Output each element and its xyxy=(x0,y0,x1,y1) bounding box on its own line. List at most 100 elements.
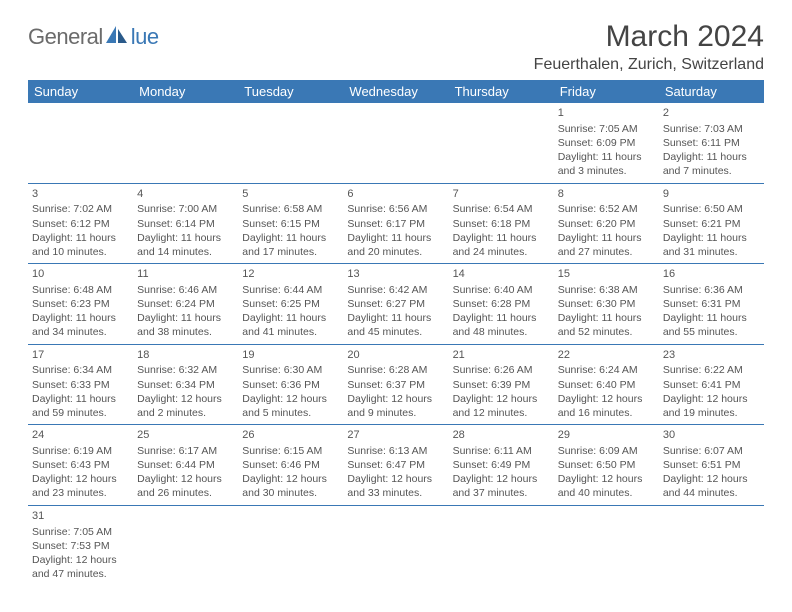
header: General lue March 2024 Feuerthalen, Zuri… xyxy=(28,20,764,74)
calendar-day-cell: 9Sunrise: 6:50 AMSunset: 6:21 PMDaylight… xyxy=(659,183,764,264)
daylight-text: Daylight: 11 hours and 34 minutes. xyxy=(32,311,129,339)
calendar-day-cell: 3Sunrise: 7:02 AMSunset: 6:12 PMDaylight… xyxy=(28,183,133,264)
day-number: 26 xyxy=(242,428,339,443)
daylight-text: Daylight: 11 hours and 38 minutes. xyxy=(137,311,234,339)
daylight-text: Daylight: 11 hours and 3 minutes. xyxy=(558,150,655,178)
daylight-text: Daylight: 12 hours and 40 minutes. xyxy=(558,472,655,500)
sunset-text: Sunset: 6:43 PM xyxy=(32,458,129,472)
month-title: March 2024 xyxy=(534,20,764,54)
sunset-text: Sunset: 6:20 PM xyxy=(558,217,655,231)
day-number: 10 xyxy=(32,267,129,282)
daylight-text: Daylight: 12 hours and 47 minutes. xyxy=(32,553,129,581)
day-number: 16 xyxy=(663,267,760,282)
calendar-day-cell xyxy=(449,505,554,585)
sunrise-text: Sunrise: 6:52 AM xyxy=(558,202,655,216)
day-number: 29 xyxy=(558,428,655,443)
calendar-day-cell: 18Sunrise: 6:32 AMSunset: 6:34 PMDayligh… xyxy=(133,344,238,425)
day-number: 25 xyxy=(137,428,234,443)
day-number: 6 xyxy=(347,187,444,202)
sunrise-text: Sunrise: 6:56 AM xyxy=(347,202,444,216)
daylight-text: Daylight: 11 hours and 45 minutes. xyxy=(347,311,444,339)
day-number: 8 xyxy=(558,187,655,202)
sunset-text: Sunset: 6:14 PM xyxy=(137,217,234,231)
sunrise-text: Sunrise: 6:54 AM xyxy=(453,202,550,216)
day-number: 27 xyxy=(347,428,444,443)
daylight-text: Daylight: 12 hours and 23 minutes. xyxy=(32,472,129,500)
sunset-text: Sunset: 6:33 PM xyxy=(32,378,129,392)
calendar-day-cell: 10Sunrise: 6:48 AMSunset: 6:23 PMDayligh… xyxy=(28,264,133,345)
calendar-day-cell: 1Sunrise: 7:05 AMSunset: 6:09 PMDaylight… xyxy=(554,103,659,183)
sunset-text: Sunset: 6:12 PM xyxy=(32,217,129,231)
daylight-text: Daylight: 11 hours and 31 minutes. xyxy=(663,231,760,259)
sunrise-text: Sunrise: 6:13 AM xyxy=(347,444,444,458)
sunset-text: Sunset: 6:27 PM xyxy=(347,297,444,311)
calendar-day-cell: 11Sunrise: 6:46 AMSunset: 6:24 PMDayligh… xyxy=(133,264,238,345)
calendar-day-cell: 31Sunrise: 7:05 AMSunset: 7:53 PMDayligh… xyxy=(28,505,133,585)
sunset-text: Sunset: 6:50 PM xyxy=(558,458,655,472)
calendar-day-cell xyxy=(449,103,554,183)
sunrise-text: Sunrise: 6:44 AM xyxy=(242,283,339,297)
sunrise-text: Sunrise: 6:26 AM xyxy=(453,363,550,377)
logo-text-blue: lue xyxy=(131,24,159,50)
sunset-text: Sunset: 7:53 PM xyxy=(32,539,129,553)
day-number: 9 xyxy=(663,187,760,202)
daylight-text: Daylight: 12 hours and 5 minutes. xyxy=(242,392,339,420)
sunset-text: Sunset: 6:37 PM xyxy=(347,378,444,392)
sunset-text: Sunset: 6:21 PM xyxy=(663,217,760,231)
day-number: 19 xyxy=(242,348,339,363)
sunrise-text: Sunrise: 6:19 AM xyxy=(32,444,129,458)
day-number: 22 xyxy=(558,348,655,363)
sunset-text: Sunset: 6:40 PM xyxy=(558,378,655,392)
daylight-text: Daylight: 12 hours and 12 minutes. xyxy=(453,392,550,420)
weekday-header: Wednesday xyxy=(343,80,448,103)
calendar-day-cell xyxy=(343,103,448,183)
sunset-text: Sunset: 6:31 PM xyxy=(663,297,760,311)
sunrise-text: Sunrise: 6:42 AM xyxy=(347,283,444,297)
sunrise-text: Sunrise: 7:05 AM xyxy=(32,525,129,539)
sunset-text: Sunset: 6:28 PM xyxy=(453,297,550,311)
day-number: 7 xyxy=(453,187,550,202)
day-number: 2 xyxy=(663,106,760,121)
daylight-text: Daylight: 12 hours and 2 minutes. xyxy=(137,392,234,420)
calendar-day-cell: 15Sunrise: 6:38 AMSunset: 6:30 PMDayligh… xyxy=(554,264,659,345)
sunrise-text: Sunrise: 6:24 AM xyxy=(558,363,655,377)
calendar-day-cell: 29Sunrise: 6:09 AMSunset: 6:50 PMDayligh… xyxy=(554,425,659,506)
weekday-header-row: Sunday Monday Tuesday Wednesday Thursday… xyxy=(28,80,764,103)
calendar-day-cell: 2Sunrise: 7:03 AMSunset: 6:11 PMDaylight… xyxy=(659,103,764,183)
calendar-week-row: 10Sunrise: 6:48 AMSunset: 6:23 PMDayligh… xyxy=(28,264,764,345)
calendar-day-cell xyxy=(238,103,343,183)
daylight-text: Daylight: 11 hours and 52 minutes. xyxy=(558,311,655,339)
calendar-day-cell: 16Sunrise: 6:36 AMSunset: 6:31 PMDayligh… xyxy=(659,264,764,345)
day-number: 13 xyxy=(347,267,444,282)
daylight-text: Daylight: 12 hours and 9 minutes. xyxy=(347,392,444,420)
calendar-day-cell xyxy=(659,505,764,585)
day-number: 14 xyxy=(453,267,550,282)
calendar-day-cell: 8Sunrise: 6:52 AMSunset: 6:20 PMDaylight… xyxy=(554,183,659,264)
calendar-day-cell: 14Sunrise: 6:40 AMSunset: 6:28 PMDayligh… xyxy=(449,264,554,345)
calendar-day-cell xyxy=(343,505,448,585)
sunrise-text: Sunrise: 6:34 AM xyxy=(32,363,129,377)
calendar-day-cell: 30Sunrise: 6:07 AMSunset: 6:51 PMDayligh… xyxy=(659,425,764,506)
daylight-text: Daylight: 11 hours and 48 minutes. xyxy=(453,311,550,339)
day-number: 21 xyxy=(453,348,550,363)
sunrise-text: Sunrise: 6:32 AM xyxy=(137,363,234,377)
calendar-day-cell xyxy=(133,103,238,183)
calendar-week-row: 3Sunrise: 7:02 AMSunset: 6:12 PM Daylight… xyxy=(28,183,764,264)
sunrise-text: Sunrise: 6:40 AM xyxy=(453,283,550,297)
calendar-day-cell: 28Sunrise: 6:11 AMSunset: 6:49 PMDayligh… xyxy=(449,425,554,506)
sunrise-text: Sunrise: 7:03 AM xyxy=(663,122,760,136)
day-number: 23 xyxy=(663,348,760,363)
sunset-text: Sunset: 6:36 PM xyxy=(242,378,339,392)
calendar-day-cell: 12Sunrise: 6:44 AMSunset: 6:25 PMDayligh… xyxy=(238,264,343,345)
sunset-text: Sunset: 6:47 PM xyxy=(347,458,444,472)
calendar-table: Sunday Monday Tuesday Wednesday Thursday… xyxy=(28,80,764,585)
weekday-header: Sunday xyxy=(28,80,133,103)
daylight-text: Daylight: 11 hours and 27 minutes. xyxy=(558,231,655,259)
day-number: 3 xyxy=(32,187,129,202)
calendar-day-cell xyxy=(28,103,133,183)
sunset-text: Sunset: 6:09 PM xyxy=(558,136,655,150)
calendar-day-cell: 21Sunrise: 6:26 AMSunset: 6:39 PMDayligh… xyxy=(449,344,554,425)
weekday-header: Friday xyxy=(554,80,659,103)
calendar-day-cell: 4Sunrise: 7:00 AMSunset: 6:14 PMDaylight… xyxy=(133,183,238,264)
sunrise-text: Sunrise: 7:02 AM xyxy=(32,202,129,216)
